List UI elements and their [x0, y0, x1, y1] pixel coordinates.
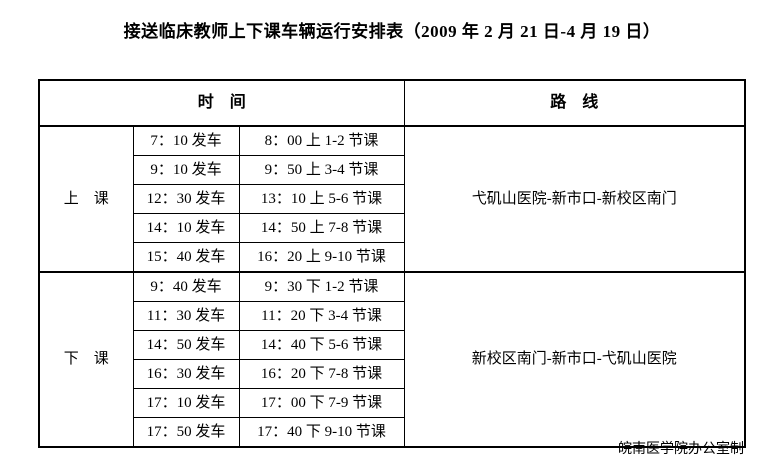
table-header-row: 时 间 路 线	[38, 79, 746, 127]
table-row: 17：10 发车 17：00 下 7-9 节课	[39, 388, 745, 418]
table-row: 15：40 发车 16：20 上 9-10 节课	[39, 242, 745, 273]
depart-time-cell: 17：50 发车	[132, 417, 240, 448]
depart-time-cell: 9：40 发车	[132, 271, 240, 302]
section-label-shangke: 上 课	[38, 125, 134, 273]
depart-time-cell: 14：10 发车	[132, 213, 240, 243]
class-time-cell: 14：40 下 5-6 节课	[238, 330, 405, 360]
class-time-cell: 9：50 上 3-4 节课	[238, 155, 405, 185]
class-time-cell: 14：50 上 7-8 节课	[238, 213, 405, 243]
depart-time-cell: 12：30 发车	[132, 184, 240, 214]
table-row: 12：30 发车 13：10 上 5-6 节课	[39, 184, 745, 214]
depart-time-cell: 9：10 发车	[132, 155, 240, 185]
class-time-cell: 11：20 下 3-4 节课	[238, 301, 405, 331]
depart-time-cell: 14：50 发车	[132, 330, 240, 360]
table-row: 16：30 发车 16：20 下 7-8 节课	[39, 359, 745, 389]
section-label-xiake: 下 课	[38, 271, 134, 448]
route-column-header: 路 线	[403, 79, 746, 127]
class-time-cell: 16：20 下 7-8 节课	[238, 359, 405, 389]
depart-time-cell: 11：30 发车	[132, 301, 240, 331]
depart-time-cell: 15：40 发车	[132, 242, 240, 273]
class-time-cell: 8：00 上 1-2 节课	[238, 125, 405, 156]
table-row: 17：50 发车 17：40 下 9-10 节课	[39, 417, 745, 448]
class-time-cell: 16：20 上 9-10 节课	[238, 242, 405, 273]
route-cell-to-hospital: 新校区南门-新市口-弋矶山医院	[403, 271, 746, 448]
class-time-cell: 9：30 下 1-2 节课	[238, 271, 405, 302]
table-row: 14：50 发车 14：40 下 5-6 节课	[39, 330, 745, 360]
bus-schedule-table: 时 间 路 线 上 课 7：10 发车 8：00 上 1-2 节课 弋矶山医院-…	[38, 79, 747, 448]
footer-credit: 皖南医学院办公室制	[618, 442, 744, 457]
table-row: 上 课 7：10 发车 8：00 上 1-2 节课 弋矶山医院-新市口-新校区南…	[38, 125, 746, 273]
table-row: 11：30 发车 11：20 下 3-4 节课	[39, 301, 745, 331]
class-time-cell: 13：10 上 5-6 节课	[238, 184, 405, 214]
route-cell-to-campus: 弋矶山医院-新市口-新校区南门	[403, 125, 746, 273]
table-row: 9：10 发车 9：50 上 3-4 节课	[39, 155, 745, 185]
class-time-cell: 17：00 下 7-9 节课	[238, 388, 405, 418]
table-row: 14：10 发车 14：50 上 7-8 节课	[39, 213, 745, 243]
depart-time-cell: 16：30 发车	[132, 359, 240, 389]
class-time-cell: 17：40 下 9-10 节课	[238, 417, 405, 448]
depart-time-cell: 7：10 发车	[132, 125, 240, 156]
table-row: 下 课 9：40 发车 9：30 下 1-2 节课 新校区南门-新市口-弋矶山医…	[38, 271, 746, 448]
time-column-header: 时 间	[38, 79, 405, 127]
page-title: 接送临床教师上下课车辆运行安排表（2009 年 2 月 21 日-4 月 19 …	[123, 22, 661, 41]
depart-time-cell: 17：10 发车	[132, 388, 240, 418]
